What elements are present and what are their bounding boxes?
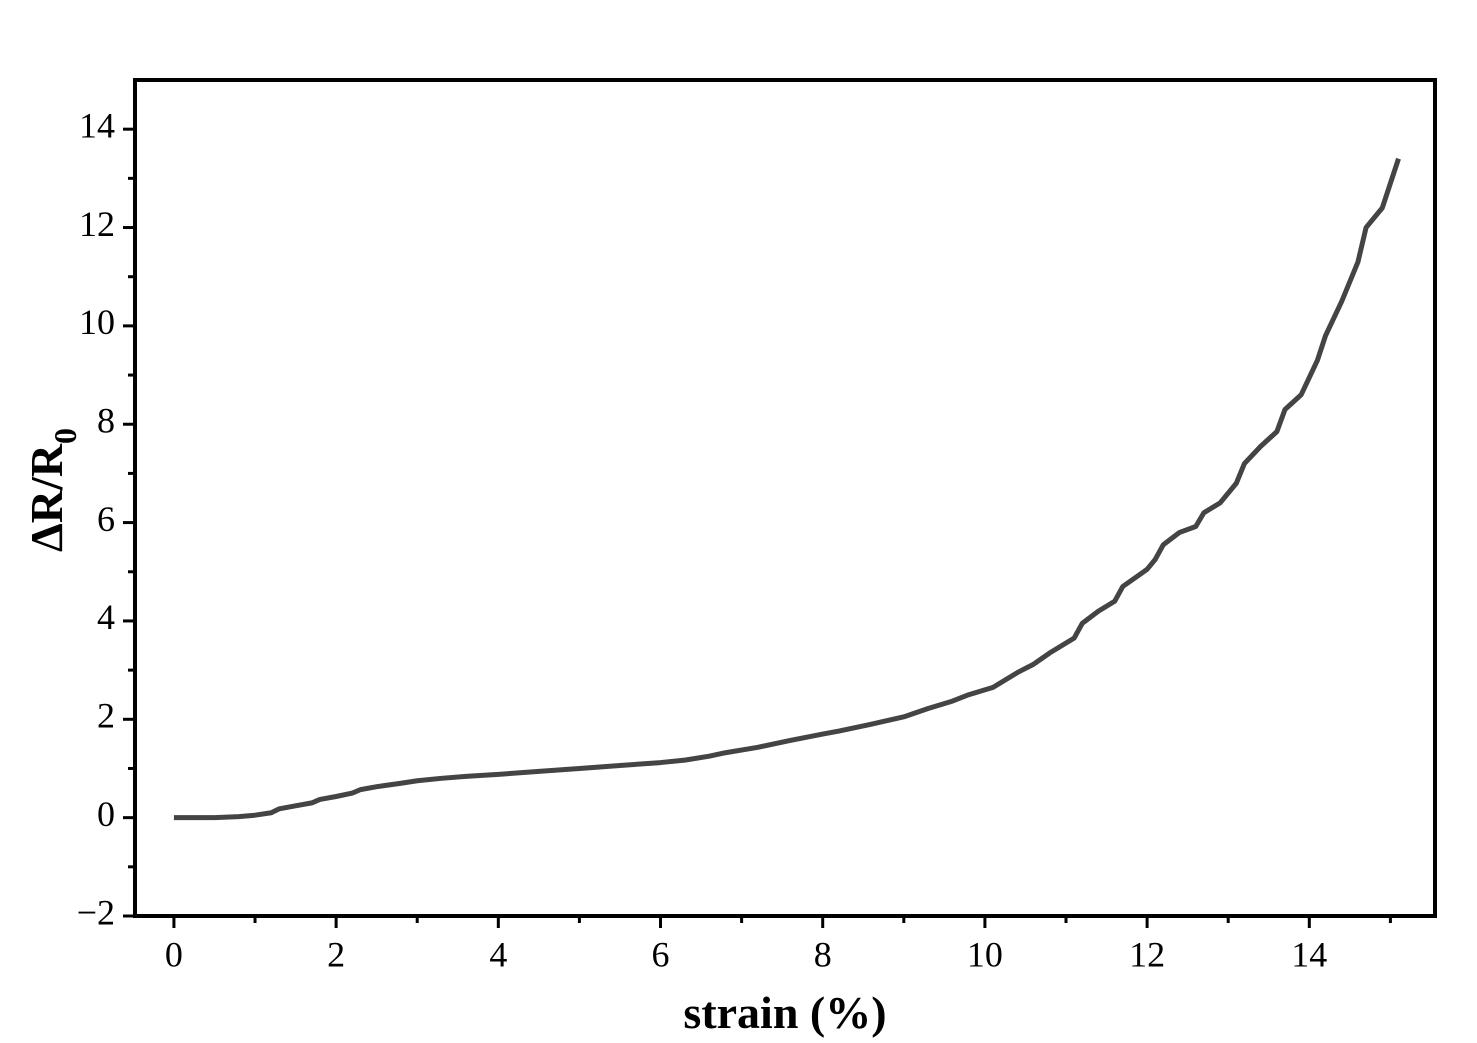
x-tick-label: 4 [489,934,507,974]
y-axis-label: ΔR/R0 [21,428,83,552]
x-tick-label: 8 [814,934,832,974]
x-tick-label: 12 [1129,934,1165,974]
plot-frame [133,78,1437,918]
y-tick-label: −2 [77,892,115,932]
x-tick-label: 14 [1291,934,1327,974]
x-tick-label: 0 [165,934,183,974]
y-axis-label-subscript: 0 [47,428,83,444]
y-tick-label: 0 [97,794,115,834]
y-tick-label: 4 [97,597,115,637]
y-tick-label: 6 [97,499,115,539]
y-tick-label: 2 [97,696,115,736]
x-axis-label: strain (%) [683,987,886,1038]
y-tick-label: 8 [97,401,115,441]
data-line [173,157,1401,821]
y-axis-label-main: ΔR/R [21,443,72,552]
y-tick-label: 12 [79,204,115,244]
y-tick-label: 14 [79,105,115,145]
y-tick-label: 10 [79,302,115,342]
x-tick-label: 10 [967,934,1003,974]
x-tick-label: 6 [652,934,670,974]
x-tick-label: 2 [327,934,345,974]
